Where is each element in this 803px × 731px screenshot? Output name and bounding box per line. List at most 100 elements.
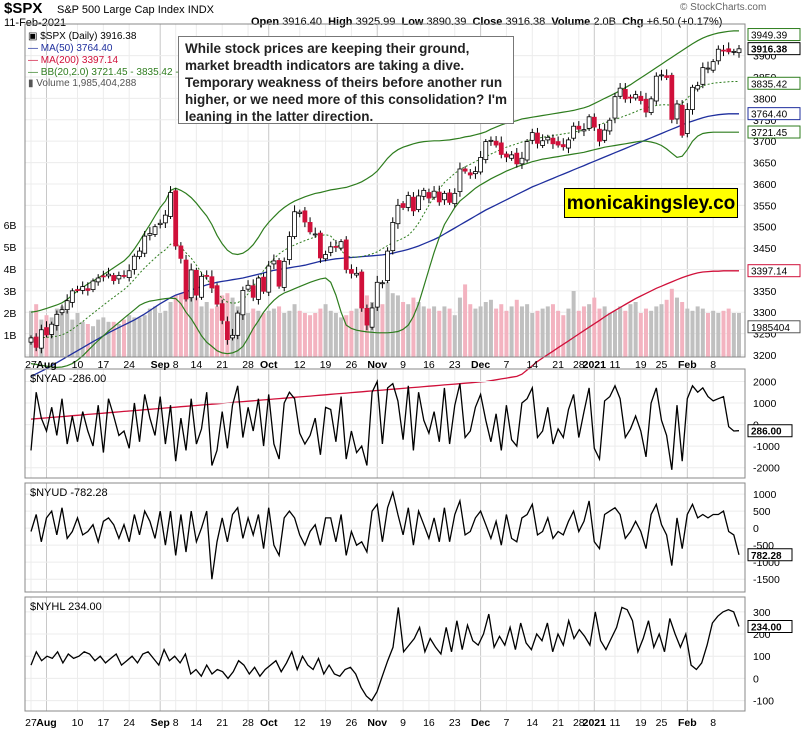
volume-bar xyxy=(473,308,478,357)
candle-body xyxy=(566,139,571,149)
candle-body xyxy=(731,50,737,53)
volume-bar xyxy=(463,284,468,357)
volume-bar xyxy=(483,302,488,357)
volume-bar xyxy=(395,295,400,357)
x-axis-label: 28 xyxy=(573,717,585,729)
candle-body xyxy=(715,48,721,62)
x-axis-label: Sep xyxy=(151,717,170,729)
candle-body xyxy=(255,277,261,300)
volume-bar xyxy=(116,324,121,357)
x-axis-label: Aug xyxy=(36,717,56,729)
indicator-line xyxy=(30,379,740,470)
price-tick-label: 3800 xyxy=(753,93,777,105)
candle-body xyxy=(550,137,556,145)
candle-body xyxy=(622,89,628,100)
volume-bar xyxy=(282,313,287,357)
indicator-tick-label: 0 xyxy=(753,673,759,685)
volume-bar xyxy=(339,317,344,357)
legend-volume: ▮ Volume 1,985,404,288 xyxy=(28,78,137,89)
volume-bar xyxy=(390,293,395,357)
volume-bar xyxy=(318,308,323,357)
x-axis-label: 10 xyxy=(72,359,84,371)
volume-bar xyxy=(545,306,550,357)
volume-bar xyxy=(122,319,127,357)
volume-bar xyxy=(246,313,251,357)
candle-body xyxy=(318,232,323,259)
volume-bar xyxy=(127,315,132,357)
indicator-tick-label: 500 xyxy=(753,506,771,518)
x-axis-label: 14 xyxy=(191,359,203,371)
volume-bar xyxy=(380,304,385,357)
candle-body xyxy=(560,144,566,148)
volume-bar xyxy=(65,310,70,357)
volume-bar xyxy=(540,308,545,357)
volume-bar xyxy=(173,295,178,357)
candle-body xyxy=(162,214,168,224)
candle-body xyxy=(142,235,148,254)
volume-bar xyxy=(29,310,33,357)
volume-bar xyxy=(153,306,158,357)
indicator-value-tag xyxy=(747,620,793,634)
volume-bar xyxy=(426,308,431,357)
price-tick-label: 3200 xyxy=(753,350,777,362)
symbol-title: $SPX xyxy=(4,0,43,17)
volume-bar xyxy=(277,306,282,357)
candle-body xyxy=(519,157,525,165)
volume-bar xyxy=(354,308,359,357)
indicator-tick-label: 300 xyxy=(753,607,771,619)
volume-bar xyxy=(509,306,514,357)
candle-body xyxy=(95,277,101,283)
volume-bar xyxy=(106,321,111,357)
brand-label: monicakingsley.co xyxy=(564,188,738,218)
bollinger-lower-band xyxy=(30,131,739,369)
ma200-line xyxy=(30,270,739,420)
volume-bar xyxy=(649,310,654,357)
candle-body xyxy=(116,275,122,280)
volume-bar xyxy=(308,315,313,357)
volume-bar xyxy=(111,321,116,357)
candle-body xyxy=(669,74,675,120)
commentary-box: While stock prices are keeping their gro… xyxy=(178,36,514,124)
candle-body xyxy=(411,196,416,212)
ohlc-readout: Open 3916.40 High 3925.99 Low 3890.39 Cl… xyxy=(251,16,723,28)
candle-body xyxy=(524,141,530,161)
volume-bar xyxy=(597,308,602,357)
candle-body xyxy=(28,337,34,343)
candle-body xyxy=(106,273,111,277)
candle-body xyxy=(59,309,65,314)
indicator-tick-label: -1500 xyxy=(753,574,780,586)
candle-body xyxy=(240,290,246,316)
value-tag-text: 3764.40 xyxy=(751,110,788,121)
candle-body xyxy=(571,125,577,139)
candle-body xyxy=(80,286,86,291)
value-tag-box xyxy=(747,28,801,42)
volume-bar xyxy=(633,302,638,357)
x-axis-label: 11 xyxy=(610,359,621,371)
volume-bar xyxy=(271,308,276,357)
volume-bar xyxy=(659,304,664,357)
legend-ma50: — MA(50) 3764.40 xyxy=(28,43,113,54)
volume-bar xyxy=(142,315,147,357)
candle-body xyxy=(369,307,375,328)
candle-body xyxy=(302,210,308,223)
candle-body xyxy=(131,255,137,270)
nyad-panel xyxy=(24,368,746,479)
candle-body xyxy=(628,96,633,99)
volume-bar xyxy=(34,304,39,357)
candle-body xyxy=(297,211,303,214)
candle-body xyxy=(493,140,499,146)
volume-bar xyxy=(184,288,189,357)
value-tag-box xyxy=(747,107,801,121)
candle-body xyxy=(390,222,396,252)
candle-body xyxy=(349,269,354,274)
candle-body xyxy=(343,239,349,270)
volume-bar xyxy=(731,313,736,357)
candle-body xyxy=(400,203,406,208)
volume-bar xyxy=(535,310,540,357)
x-axis-label: 8 xyxy=(173,359,179,371)
nyud-panel xyxy=(24,482,746,593)
x-axis-label: 27 xyxy=(25,717,37,729)
candle-body xyxy=(64,300,70,311)
x-axis-label: 28 xyxy=(242,359,254,371)
candle-body xyxy=(90,280,96,290)
